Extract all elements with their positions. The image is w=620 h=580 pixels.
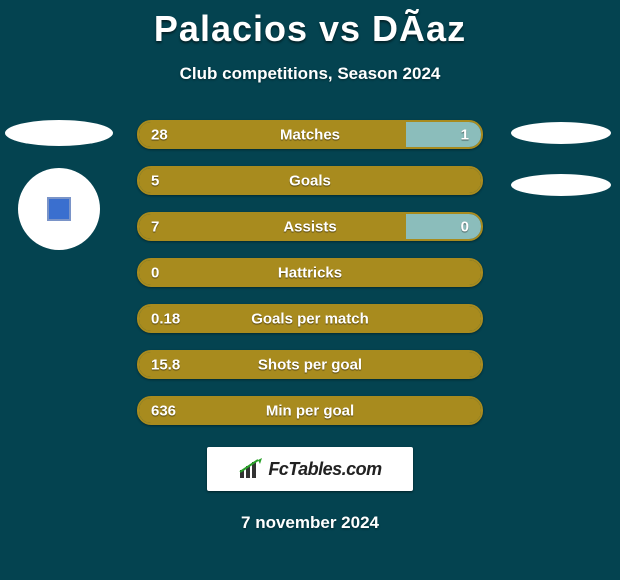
brand-text: FcTables.com <box>268 459 381 480</box>
stat-label: Min per goal <box>266 402 354 419</box>
stat-bar: 636 Min per goal <box>137 396 483 425</box>
comparison-content: 28 1 Matches 5 Goals 7 0 Assists 0 Hattricks 0.18 G… <box>0 120 620 533</box>
stat-label: Shots per goal <box>258 356 362 373</box>
brand-badge[interactable]: FcTables.com <box>207 447 413 491</box>
stat-label: Assists <box>283 218 336 235</box>
country-flag-left <box>5 120 113 146</box>
date-label: 7 november 2024 <box>0 513 620 533</box>
brand-chart-icon <box>238 458 264 480</box>
club-flag-right <box>511 174 611 196</box>
stat-label: Hattricks <box>278 264 342 281</box>
stat-value-left: 5 <box>151 172 159 189</box>
stat-label: Matches <box>280 126 340 143</box>
page-title: Palacios vs DÃ­az <box>0 0 620 50</box>
stat-value-left: 0.18 <box>151 310 180 327</box>
stat-fill-right <box>406 214 481 239</box>
stat-fill-left <box>139 214 406 239</box>
stat-bar: 0 Hattricks <box>137 258 483 287</box>
player-left-col <box>4 120 114 250</box>
subtitle: Club competitions, Season 2024 <box>0 64 620 84</box>
stat-value-right: 1 <box>461 126 469 143</box>
stat-bar: 28 1 Matches <box>137 120 483 149</box>
stat-bar: 0.18 Goals per match <box>137 304 483 333</box>
stat-bar: 15.8 Shots per goal <box>137 350 483 379</box>
stat-label: Goals per match <box>251 310 369 327</box>
stat-value-left: 15.8 <box>151 356 180 373</box>
country-flag-right <box>511 122 611 144</box>
stat-value-left: 636 <box>151 402 176 419</box>
stat-bar: 7 0 Assists <box>137 212 483 241</box>
stat-fill-right <box>406 122 481 147</box>
stat-fill-left <box>139 122 406 147</box>
stat-bars: 28 1 Matches 5 Goals 7 0 Assists 0 Hattricks 0.18 G… <box>137 120 483 425</box>
stat-label: Goals <box>289 172 331 189</box>
stat-value-right: 0 <box>461 218 469 235</box>
stat-value-left: 28 <box>151 126 168 143</box>
club-logo-left <box>47 197 71 221</box>
club-badge-left <box>18 168 100 250</box>
stat-bar: 5 Goals <box>137 166 483 195</box>
player-right-col <box>506 120 616 196</box>
stat-value-left: 0 <box>151 264 159 281</box>
stat-value-left: 7 <box>151 218 159 235</box>
